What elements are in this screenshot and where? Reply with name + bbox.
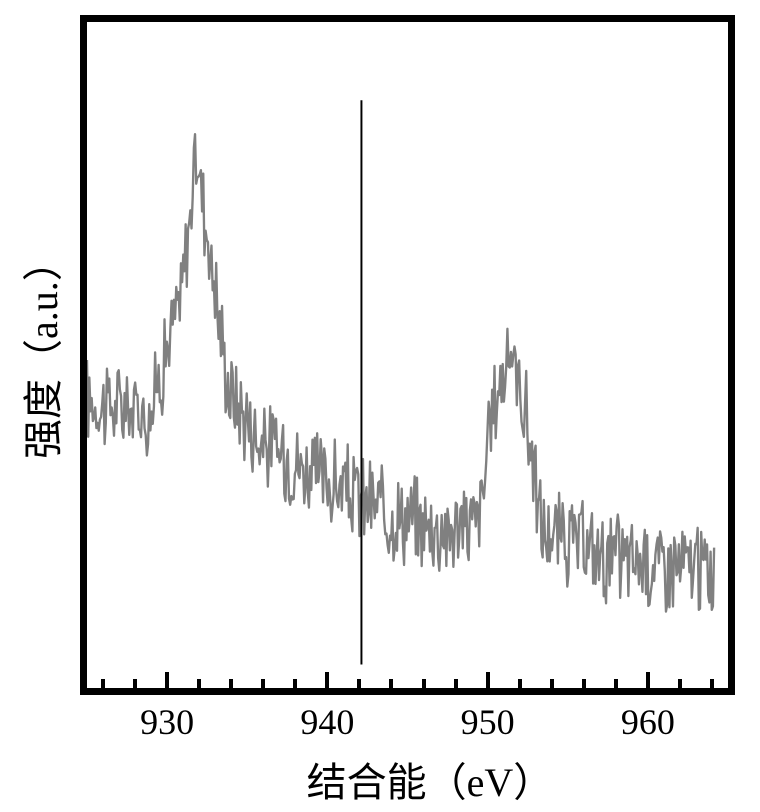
x-tick-minor — [133, 679, 137, 688]
x-tick-minor — [678, 679, 682, 688]
x-tick-minor — [422, 679, 426, 688]
x-tick-major — [486, 672, 490, 688]
x-tick-label: 960 — [621, 701, 675, 743]
x-tick-minor — [550, 679, 554, 688]
x-tick-label: 940 — [300, 701, 354, 743]
x-tick-minor — [101, 679, 105, 688]
x-tick-major — [325, 672, 329, 688]
y-axis-label: 强度（a.u.） — [11, 259, 69, 459]
x-tick-minor — [293, 679, 297, 688]
x-tick-minor — [357, 679, 361, 688]
x-tick-minor — [614, 679, 618, 688]
x-tick-minor — [518, 679, 522, 688]
x-tick-major — [165, 672, 169, 688]
x-tick-minor — [389, 679, 393, 688]
x-tick-label: 950 — [461, 701, 515, 743]
spectrum-line — [87, 22, 728, 688]
x-tick-minor — [261, 679, 265, 688]
x-axis-label: 结合能（eV） — [270, 750, 590, 808]
x-tick-minor — [454, 679, 458, 688]
x-tick-major — [646, 672, 650, 688]
x-tick-minor — [229, 679, 233, 688]
x-tick-minor — [582, 679, 586, 688]
figure: 强度（a.u.） 930 940 950 960 结合能（eV） — [0, 0, 760, 812]
x-tick-minor — [197, 679, 201, 688]
x-tick-label: 930 — [140, 701, 194, 743]
plot-area — [80, 15, 735, 695]
x-tick-minor — [710, 679, 714, 688]
